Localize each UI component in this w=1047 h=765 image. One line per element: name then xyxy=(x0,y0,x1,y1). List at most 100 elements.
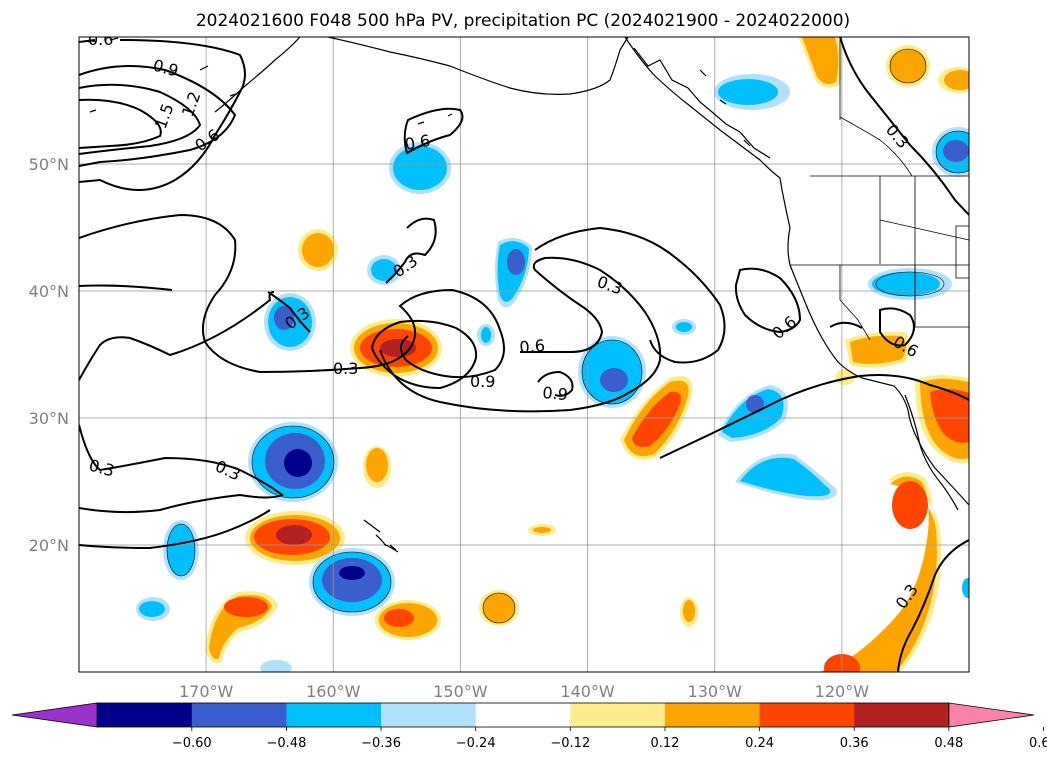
longitude-tick-label: 150°W xyxy=(433,682,488,701)
pv-contour xyxy=(534,226,726,364)
pv-contour xyxy=(79,98,162,149)
colorbar-tick-label: 0.12 xyxy=(650,736,679,751)
longitude-tick-label: 140°W xyxy=(560,682,615,701)
pv-contour xyxy=(79,284,173,291)
contour-label: 0.9 xyxy=(470,372,495,391)
positive-anomaly xyxy=(915,375,969,464)
latitude-tick-labels: 20°N 30°N 40°N 50°N xyxy=(29,155,69,555)
positive-anomaly xyxy=(798,37,843,88)
latitude-tick-label: 30°N xyxy=(29,409,69,428)
negative-anomaly xyxy=(495,237,532,308)
contour-label: 0.9 xyxy=(542,383,569,404)
contour-label: 0.6 xyxy=(88,30,113,49)
pv-contours xyxy=(79,37,969,672)
colorbar-segment xyxy=(759,703,855,727)
pv-contour xyxy=(79,424,284,514)
colorbar: −0.60 −0.48 −0.36 −0.24 −0.12 0.12 0.24 0.36 0.4… xyxy=(11,702,1047,751)
colorbar-extend-low xyxy=(11,702,98,728)
pv-contour xyxy=(267,291,311,333)
pv-contour xyxy=(659,374,969,459)
negative-anomaly xyxy=(264,293,316,351)
colorbar-segment xyxy=(570,703,666,727)
contour-label: 0.6 xyxy=(519,336,546,357)
map-frame xyxy=(78,36,970,673)
colorbar-segment xyxy=(191,703,287,727)
pv-contour xyxy=(79,65,237,167)
negative-anomaly xyxy=(309,548,395,616)
colorbar-tick-label: 0.60 xyxy=(1029,736,1047,751)
colorbar-tick-label: −0.60 xyxy=(172,736,212,751)
precipitation-anomaly-layer xyxy=(136,37,969,672)
pv-contour xyxy=(537,370,574,397)
contour-label: 0.6 xyxy=(403,131,431,154)
negative-anomaly xyxy=(260,660,292,672)
pv-contour xyxy=(403,107,464,155)
positive-anomaly xyxy=(886,45,930,87)
negative-anomaly xyxy=(735,453,838,501)
colorbar-segment xyxy=(97,703,193,727)
colorbar-segment xyxy=(286,703,382,727)
negative-anomaly xyxy=(163,520,199,580)
colorbar-segment xyxy=(664,703,761,727)
pv-contour xyxy=(79,213,505,379)
colorbar-tick-label: 0.24 xyxy=(745,736,774,751)
longitude-tick-label: 120°W xyxy=(815,682,870,701)
negative-anomaly xyxy=(578,336,646,408)
positive-anomaly xyxy=(680,597,698,627)
longitude-tick-label: 170°W xyxy=(179,682,234,701)
positive-anomaly xyxy=(205,591,278,664)
negative-anomaly xyxy=(136,597,170,621)
colorbar-tick-label: 0.36 xyxy=(840,736,869,751)
positive-anomaly xyxy=(350,319,442,377)
negative-anomaly xyxy=(868,268,952,300)
negative-anomaly xyxy=(672,319,696,335)
colorbar-extend-high xyxy=(948,702,1035,728)
positive-anomaly xyxy=(479,590,519,626)
figure-title: 2024021600 F048 500 hPa PV, precipitatio… xyxy=(196,11,850,31)
pv-contour xyxy=(839,37,969,216)
colorbar-tick-label: −0.24 xyxy=(456,736,496,751)
latitude-tick-label: 50°N xyxy=(29,155,69,174)
anomaly-outlines xyxy=(166,48,969,624)
pv-contour xyxy=(79,39,246,191)
positive-anomaly xyxy=(938,67,969,93)
pv-contour xyxy=(734,267,802,334)
negative-anomaly xyxy=(932,127,969,177)
coastlines xyxy=(87,37,969,553)
longitude-tick-labels: 170°W 160°W 150°W 140°W 130°W 120°W xyxy=(179,682,869,701)
colorbar-tick-label: −0.12 xyxy=(550,736,590,751)
colorbar-tick-label: −0.36 xyxy=(361,736,401,751)
colorbar-segment xyxy=(854,703,950,727)
positive-anomaly xyxy=(528,524,556,536)
political-borders xyxy=(790,37,969,341)
negative-anomaly xyxy=(248,422,338,502)
map-background xyxy=(79,37,969,672)
pv-contour xyxy=(79,83,202,155)
colorbar-segment xyxy=(381,703,477,727)
contour-label: 0.3 xyxy=(333,359,358,378)
colorbar-outline xyxy=(96,702,950,728)
pv-contour xyxy=(897,539,969,672)
positive-anomaly xyxy=(835,369,855,385)
pv-contour xyxy=(79,291,275,381)
longitude-tick-label: 160°W xyxy=(306,682,361,701)
negative-anomaly xyxy=(962,578,969,598)
positive-anomaly xyxy=(375,600,441,640)
gridlines xyxy=(79,37,969,672)
latitude-tick-label: 20°N xyxy=(29,536,69,555)
positive-anomaly xyxy=(820,471,942,672)
latitude-tick-label: 40°N xyxy=(29,282,69,301)
positive-anomaly xyxy=(363,446,391,488)
pv-contour xyxy=(385,217,437,284)
pv-contour xyxy=(79,509,271,550)
colorbar-tick-label: −0.48 xyxy=(267,736,307,751)
longitude-tick-label: 130°W xyxy=(688,682,743,701)
negative-anomaly xyxy=(477,324,495,346)
positive-anomaly xyxy=(245,511,345,565)
pv-contour xyxy=(371,319,478,390)
pv-contour xyxy=(879,307,915,347)
pv-contour xyxy=(829,321,863,329)
negative-anomaly xyxy=(389,142,451,194)
positive-anomaly xyxy=(298,229,338,271)
